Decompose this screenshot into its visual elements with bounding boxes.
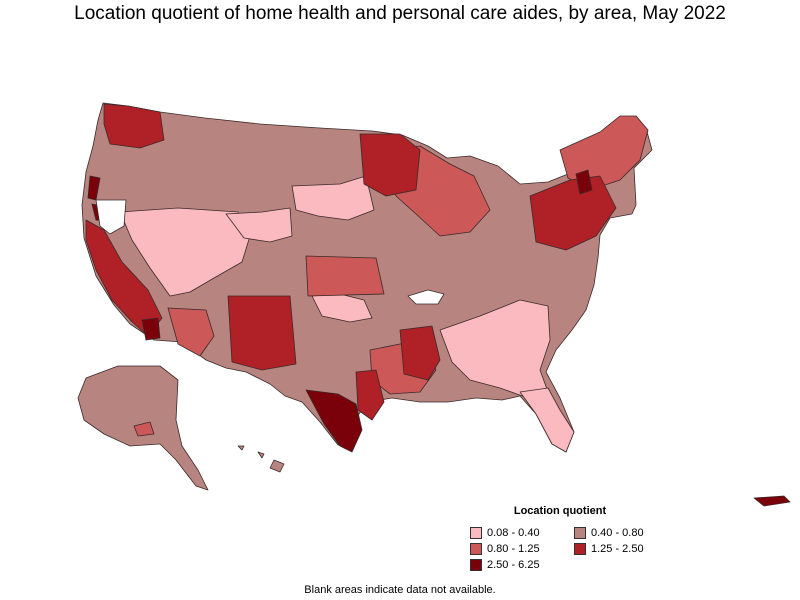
legend-swatch	[470, 526, 482, 539]
region-southeast	[439, 299, 551, 399]
region-minnesota	[359, 133, 421, 197]
legend-item: 0.08 - 0.40	[470, 526, 574, 539]
legend-swatch	[574, 526, 586, 539]
island-puerto-rico	[753, 495, 791, 507]
legend-item: 0.80 - 1.25	[470, 542, 574, 555]
legend-label: 2.50 - 6.25	[487, 558, 540, 571]
island-maui	[257, 451, 265, 459]
legend-swatch	[470, 542, 482, 555]
legend-title: Location quotient	[513, 505, 607, 517]
blank-area-kentucky	[407, 289, 445, 305]
map-title: Location quotient of home health and per…	[74, 3, 726, 24]
region-florida	[519, 387, 575, 453]
region-northeast-high	[529, 175, 617, 251]
blank-area-nevada	[95, 199, 127, 235]
region-socal	[141, 317, 161, 341]
region-new-york	[575, 169, 593, 195]
legend-label: 0.80 - 1.25	[487, 542, 540, 555]
region-arizona-south	[167, 307, 215, 357]
region-louisiana	[399, 325, 441, 381]
legend-swatch	[470, 558, 482, 571]
island-oahu	[237, 445, 245, 451]
legend-label: 0.40 - 0.80	[591, 526, 644, 539]
region-south-dakota	[291, 175, 375, 221]
footnote: Blank areas indicate data not available.	[304, 584, 496, 596]
region-south-texas	[305, 389, 363, 453]
legend-item: 2.50 - 6.25	[470, 558, 574, 571]
region-wyoming-south	[225, 207, 293, 243]
legend-swatch	[574, 542, 586, 555]
region-new-mexico	[227, 295, 297, 371]
legend-item: 1.25 - 2.50	[574, 542, 678, 555]
region-alaska-south	[133, 421, 155, 437]
region-kansas	[305, 255, 385, 297]
island-hawaii	[269, 459, 285, 473]
map-legend: Location quotient 0.08 - 0.40 0.40 - 0.8…	[470, 505, 690, 571]
region-great-basin	[119, 207, 251, 297]
region-washington	[103, 103, 165, 149]
region-texas-east	[355, 369, 385, 421]
legend-item: 0.40 - 0.80	[574, 526, 678, 539]
legend-label: 1.25 - 2.50	[591, 542, 644, 555]
legend-label: 0.08 - 0.40	[487, 526, 540, 539]
